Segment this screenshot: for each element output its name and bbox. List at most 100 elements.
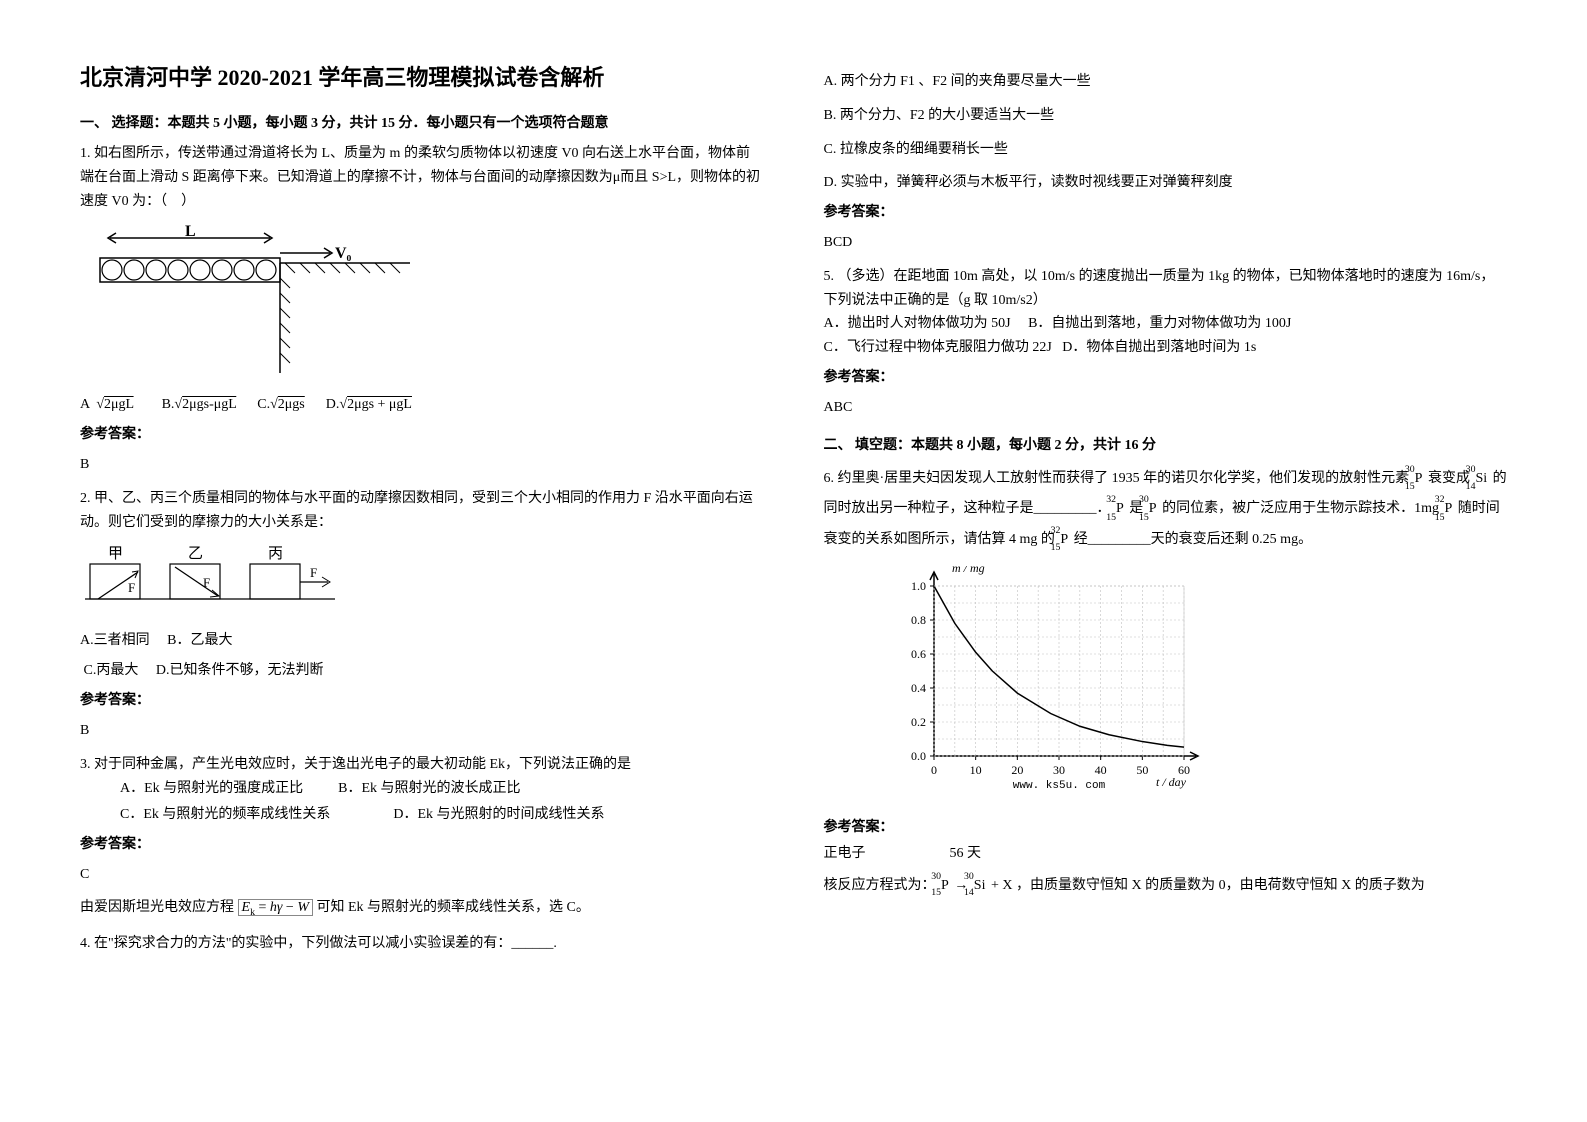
q5-opt-B: B．自抛出到落地，重力对物体做功为 100J [1028,316,1291,331]
q5-opt-A: A．抛出时人对物体做功为 50J [824,316,1011,331]
q6-exp-suffix: ，由质量数守恒知 X 的质量数为 0，由电荷数守恒知 X 的质子数为 [1016,878,1425,893]
q5-answer-label: 参考答案： [824,366,1508,390]
svg-text:F: F [203,575,210,590]
q6-p1: 6. 约里奥·居里夫妇因发现人工放射性而获得了 1935 年的诺贝尔化学奖，他们… [824,471,1410,486]
q1-opt-C: C.√2μgs [257,397,305,412]
q3-opt-B: B．Ek 与照射光的波长成正比 [338,781,520,796]
q3-opt-C: C．Ek 与照射光的频率成线性关系 [120,807,330,822]
q1-diagram: L V₀ [80,223,764,383]
q5-options-row2: C．飞行过程中物体克服阻力做功 22J D．物体自抛出到落地时间为 1s [824,336,1508,360]
q4-answer-label: 参考答案： [824,201,1508,225]
isotope-Si30: 3014Si [1475,464,1487,495]
svg-text:0.4: 0.4 [911,681,926,695]
isotope-P32-1: 3215P [1116,494,1124,525]
q5-opt-D: D．物体自抛出到落地时间为 1s [1062,340,1256,355]
svg-text:0.0: 0.0 [911,749,926,763]
question-4-text: 4. 在"探究求合力的方法"的实验中，下列做法可以减小实验误差的有：______… [80,932,764,956]
q5-answer: ABC [824,396,1508,420]
svg-text:20: 20 [1011,763,1023,777]
q3-formula: Ek = hγ − W [238,899,313,916]
q1-options: A √2μgL B.√2μgs-μgL C.√2μgs D.√2μgs + μg… [80,393,764,417]
q3-explanation: 由爱因斯坦光电效应方程 Ek = hγ − W 可知 Ek 与照射光的频率成线性… [80,896,764,921]
reaction-P30: 3015P [941,872,949,900]
svg-text:0.6: 0.6 [911,647,926,661]
svg-text:0.2: 0.2 [911,715,926,729]
q2-opt-C: C.丙最大 [84,663,139,678]
q6-p7: 经_________天的衰变后还剩 0.25 mg。 [1074,532,1312,547]
q4-opt-A: A. 两个分力 F1 、F2 间的夹角要尽量大一些 [824,70,1508,94]
q1-answer-label: 参考答案： [80,423,764,447]
isotope-P32-2: 3215P [1444,494,1452,525]
q2-text: 2. 甲、乙、丙三个质量相同的物体与水平面的动摩擦因数相同，受到三个大小相同的作… [80,487,764,535]
page-title: 北京清河中学 2020-2021 学年高三物理模拟试卷含解析 [80,60,764,92]
q2-opt-A: A.三者相同 [80,633,150,648]
q6-answer: 正电子 56 天 [824,842,1508,862]
q3-opt-A: A．Ek 与照射光的强度成正比 [120,781,303,796]
q4-opt-B: B. 两个分力、F2 的大小要适当大一些 [824,104,1508,128]
question-5: 5. （多选）在距地面 10m 高处，以 10m/s 的速度抛出一质量为 1kg… [824,265,1508,420]
q2-answer-label: 参考答案： [80,689,764,713]
q5-opt-C: C．飞行过程中物体克服阻力做功 22J [824,340,1052,355]
svg-text:F: F [128,580,135,595]
q2-opt-B: B．乙最大 [167,633,232,648]
q3-opt-D: D．Ek 与光照射的时间成线性关系 [393,807,604,822]
q1-L-label: L [185,223,196,240]
q1-text: 1. 如右图所示，传送带通过滑道将长为 L、质量为 m 的柔软匀质物体以初速度 … [80,142,764,213]
isotope-P32-3: 3215P [1060,525,1068,556]
q1-opt-B: B.√2μgs-μgL [162,397,237,412]
svg-text:1.0: 1.0 [911,579,926,593]
question-1: 1. 如右图所示，传送带通过滑道将长为 L、质量为 m 的柔软匀质物体以初速度 … [80,142,764,477]
q6-answer-2: 56 天 [950,846,982,861]
q2-answer: B [80,719,764,743]
section1-header: 一、 选择题：本题共 5 小题，每小题 3 分，共计 15 分．每小题只有一个选… [80,112,764,132]
svg-text:www. ks5u. com: www. ks5u. com [1012,780,1105,792]
q1-opt-A: A √2μgL [80,397,134,412]
svg-text:40: 40 [1094,763,1106,777]
q6-p2: 衰变成 [1428,471,1470,486]
q4-opt-D: D. 实验中，弹簧秤必须与木板平行，读数时视线要正对弹簧秤刻度 [824,171,1508,195]
svg-text:0: 0 [931,763,937,777]
q6-exp-prefix: 核反应方程式为： [824,878,936,893]
question-4-options: A. 两个分力 F1 、F2 间的夹角要尽量大一些 B. 两个分力、F2 的大小… [824,70,1508,255]
q2-opt-D: D.已知条件不够，无法判断 [156,663,324,678]
q6-answer-1: 正电子 [824,846,866,861]
q3-answer-label: 参考答案： [80,833,764,857]
q6-p5: 的同位素，被广泛应用于生物示踪技术．1mg [1162,501,1439,516]
q3-exp-prefix: 由爱因斯坦光电效应方程 [80,900,234,915]
question-6: 6. 约里奥·居里夫妇因发现人工放射性而获得了 1935 年的诺贝尔化学奖，他们… [824,464,1508,556]
q5-text: 5. （多选）在距地面 10m 高处，以 10m/s 的速度抛出一质量为 1kg… [824,265,1508,313]
isotope-P30-1: 3015P [1415,464,1423,495]
q4-text: 4. 在"探究求合力的方法"的实验中，下列做法可以减小实验误差的有：______… [80,932,764,956]
reaction-Si30: 3014Si [974,872,986,900]
q3-answer: C [80,863,764,887]
q4-answer: BCD [824,231,1508,255]
svg-text:t / day: t / day [1156,775,1187,789]
svg-text:m / mg: m / mg [952,566,985,575]
q4-opt-C: C. 拉橡皮条的细绳要稍长一些 [824,138,1508,162]
q3-text: 3. 对于同种金属，产生光电效应时，关于逸出光电子的最大初动能 Ek，下列说法正… [80,753,764,777]
question-2: 2. 甲、乙、丙三个质量相同的物体与水平面的动摩擦因数相同，受到三个大小相同的作… [80,487,764,743]
q3-exp-suffix: 可知 Ek 与照射光的频率成线性关系，选 C。 [316,900,589,915]
q1-opt-D: D.√2μgs + μgL [326,397,412,412]
q1-V0-label: V₀ [335,245,352,262]
question-3: 3. 对于同种金属，产生光电效应时，关于逸出光电子的最大初动能 Ek，下列说法正… [80,753,764,922]
q1-answer: B [80,453,764,477]
svg-text:30: 30 [1053,763,1065,777]
q6-chart: 01020304050600.00.20.40.60.81.0m / mgt /… [884,566,1508,806]
q2-label-yi: 乙 [188,546,203,562]
section2-header: 二、 填空题：本题共 8 小题，每小题 2 分，共计 16 分 [824,434,1508,454]
q2-label-bing: 丙 [268,546,283,562]
q3-options: A．Ek 与照射光的强度成正比 B．Ek 与照射光的波长成正比 C．Ek 与照射… [120,776,764,826]
q2-label-jia: 甲 [108,546,123,562]
q6-answer-label: 参考答案： [824,816,1508,836]
svg-text:10: 10 [969,763,981,777]
q2-options-row1: A.三者相同 B．乙最大 [80,629,764,653]
svg-text:50: 50 [1136,763,1148,777]
q5-options-row1: A．抛出时人对物体做功为 50J B．自抛出到落地，重力对物体做功为 100J [824,312,1508,336]
q2-options-row2: C.丙最大 D.已知条件不够，无法判断 [80,659,764,683]
isotope-P30-2: 3015P [1149,494,1157,525]
svg-text:F: F [310,565,317,580]
svg-text:0.8: 0.8 [911,613,926,627]
q2-diagram: 甲 乙 丙 F F F [80,544,764,619]
q6-explanation: 核反应方程式为： 3015P → 3014Si + X ，由质量数守恒知 X 的… [824,872,1508,900]
